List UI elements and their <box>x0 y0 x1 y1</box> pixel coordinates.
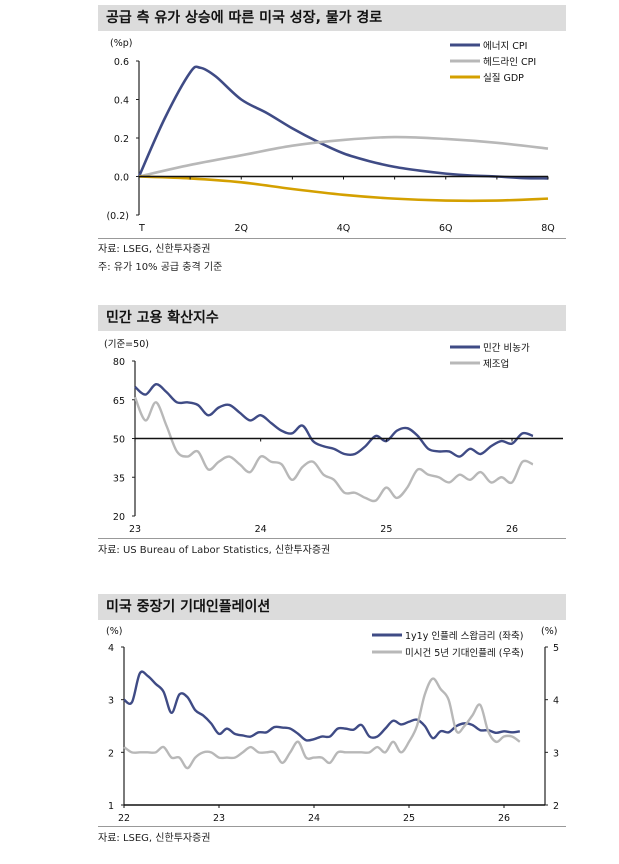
chart3-y2tick-label: 3 <box>553 748 559 759</box>
chart2-title: 민간 고용 확산지수 <box>98 305 566 331</box>
chart2-y-unit: (기준=50) <box>104 339 149 350</box>
chart2-xtick-label: 23 <box>129 524 141 535</box>
chart3-y2tick-label: 4 <box>553 696 559 707</box>
chart2-xtick-label: 24 <box>255 524 267 535</box>
chart1-ytick-label: (0.2) <box>106 211 129 222</box>
chart3-series-line-2 <box>123 677 521 770</box>
chart2-legend-label-2: 제조업 <box>483 358 509 370</box>
chart2-series-line-2 <box>133 396 534 503</box>
chart1-ytick-label: 0.0 <box>114 173 129 184</box>
chart2-series-line-1 <box>134 383 534 458</box>
chart2-ytick-label: 50 <box>113 435 125 446</box>
chart1-source: 자료: LSEG, 신한투자증권 <box>98 244 211 255</box>
chart3-xtick-label: 25 <box>403 813 415 824</box>
chart3-xtick-label: 24 <box>308 813 320 824</box>
chart1-series-line-3 <box>138 175 549 203</box>
chart3-y-unit: (%) <box>106 626 122 637</box>
chart2-divider <box>98 538 566 539</box>
chart1-series-line-1 <box>137 65 549 180</box>
chart3-ytick-label: 2 <box>108 748 114 759</box>
chart1-ytick-label: 0.6 <box>114 57 129 68</box>
chart3-ytick-label: 3 <box>108 696 114 707</box>
chart2-ytick-label: 20 <box>113 512 125 523</box>
chart2-xtick-label: 25 <box>380 524 392 535</box>
chart2-xtick-label: 26 <box>506 524 518 535</box>
chart1-divider <box>98 238 566 239</box>
chart1-legend-label-1: 에너지 CPI <box>483 41 527 52</box>
chart1-xtick-label: T <box>138 223 145 234</box>
chart3-ytick-label: 4 <box>108 643 114 654</box>
chart3-legend-label-2: 미시건 5년 기대인플레 (우축) <box>405 648 524 659</box>
chart2-legend-label-1: 민간 비농가 <box>483 343 530 354</box>
chart1-title: 공급 측 유가 상승에 따른 미국 성장, 물가 경로 <box>98 5 566 31</box>
chart1-xtick-label: 4Q <box>337 223 351 234</box>
chart2-ytick-label: 65 <box>113 396 125 407</box>
chart2-ytick-label: 80 <box>113 357 125 368</box>
chart1-series-line-2 <box>138 135 549 178</box>
chart1-legend-label-2: 헤드라인 CPI <box>483 56 536 68</box>
chart3-source: 자료: LSEG, 신한투자증권 <box>98 833 211 844</box>
chart3-ytick-label: 1 <box>108 801 114 812</box>
chart3-legend-label-1: 1y1y 인플레 스왑금리 (좌축) <box>405 631 523 642</box>
chart3-y2tick-label: 2 <box>553 801 559 812</box>
chart3-xtick-label: 22 <box>118 813 130 824</box>
chart1-xtick-label: 8Q <box>541 223 555 234</box>
chart3-y2tick-label: 5 <box>553 643 559 654</box>
chart2-source: 자료: US Bureau of Labor Statistics, 신한투자증… <box>98 545 331 556</box>
chart1-ytick-label: 0.2 <box>114 134 129 145</box>
chart1-xtick-label: 6Q <box>439 223 453 234</box>
chart1-note: 주: 유가 10% 공급 충격 기준 <box>98 262 223 273</box>
chart2-ytick-label: 35 <box>113 473 125 484</box>
chart1-ytick-label: 0.4 <box>114 96 129 107</box>
chart1-xtick-label: 2Q <box>234 223 248 234</box>
chart1-y-unit: (%p) <box>110 38 132 49</box>
chart3-divider <box>98 826 566 827</box>
chart3-xtick-label: 23 <box>213 813 225 824</box>
chart3-xtick-label: 26 <box>498 813 510 824</box>
chart3-title: 미국 중장기 기대인플레이션 <box>98 594 566 620</box>
chart1-legend-label-3: 실질 GDP <box>483 72 524 84</box>
chart3-y2-unit: (%) <box>541 626 557 637</box>
